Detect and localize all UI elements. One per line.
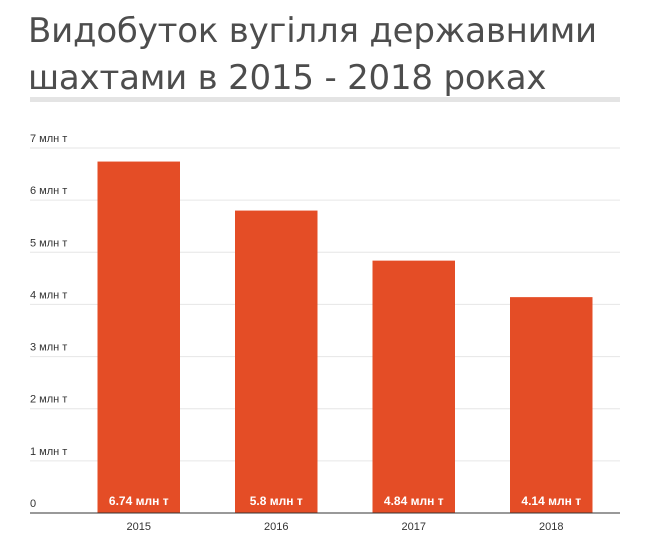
- axes: 0 1 млн т 2 млн т 3 млн т 4 млн т 5 млн т 6 мл…: [30, 133, 620, 533]
- y-tick-label: 5 млн т: [30, 237, 67, 249]
- data-label-2015: 6.74 млн т: [109, 494, 169, 508]
- data-label-2018: 4.14 млн т: [521, 494, 581, 508]
- y-tick-label: 0: [30, 498, 36, 510]
- title-divider: [30, 97, 620, 102]
- x-tick-label: 2018: [539, 521, 563, 533]
- y-tick-label: 3 млн т: [30, 342, 67, 354]
- y-tick-label: 7 млн т: [30, 133, 67, 145]
- y-tick-label: 2 млн т: [30, 394, 67, 406]
- y-tick-label: 1 млн т: [30, 446, 67, 458]
- x-tick-label: 2016: [264, 521, 288, 533]
- bar-2015: [97, 161, 180, 514]
- data-label-2017: 4.84 млн т: [384, 494, 444, 508]
- y-tick-label: 6 млн т: [30, 185, 67, 197]
- y-tick-label: 4 млн т: [30, 289, 67, 301]
- bar-2016: [235, 210, 318, 514]
- chart-title: Видобуток вугілля державними шахтами в 2…: [28, 11, 597, 98]
- x-tick-label: 2017: [402, 521, 426, 533]
- bar-2018: [510, 297, 593, 513]
- bar-2017: [372, 260, 455, 513]
- x-tick-label: 2015: [127, 521, 151, 533]
- bars: 6.74 млн т 5.8 млн т 4.84 млн т 4.14 млн т: [97, 161, 593, 514]
- data-label-2016: 5.8 млн т: [250, 494, 303, 508]
